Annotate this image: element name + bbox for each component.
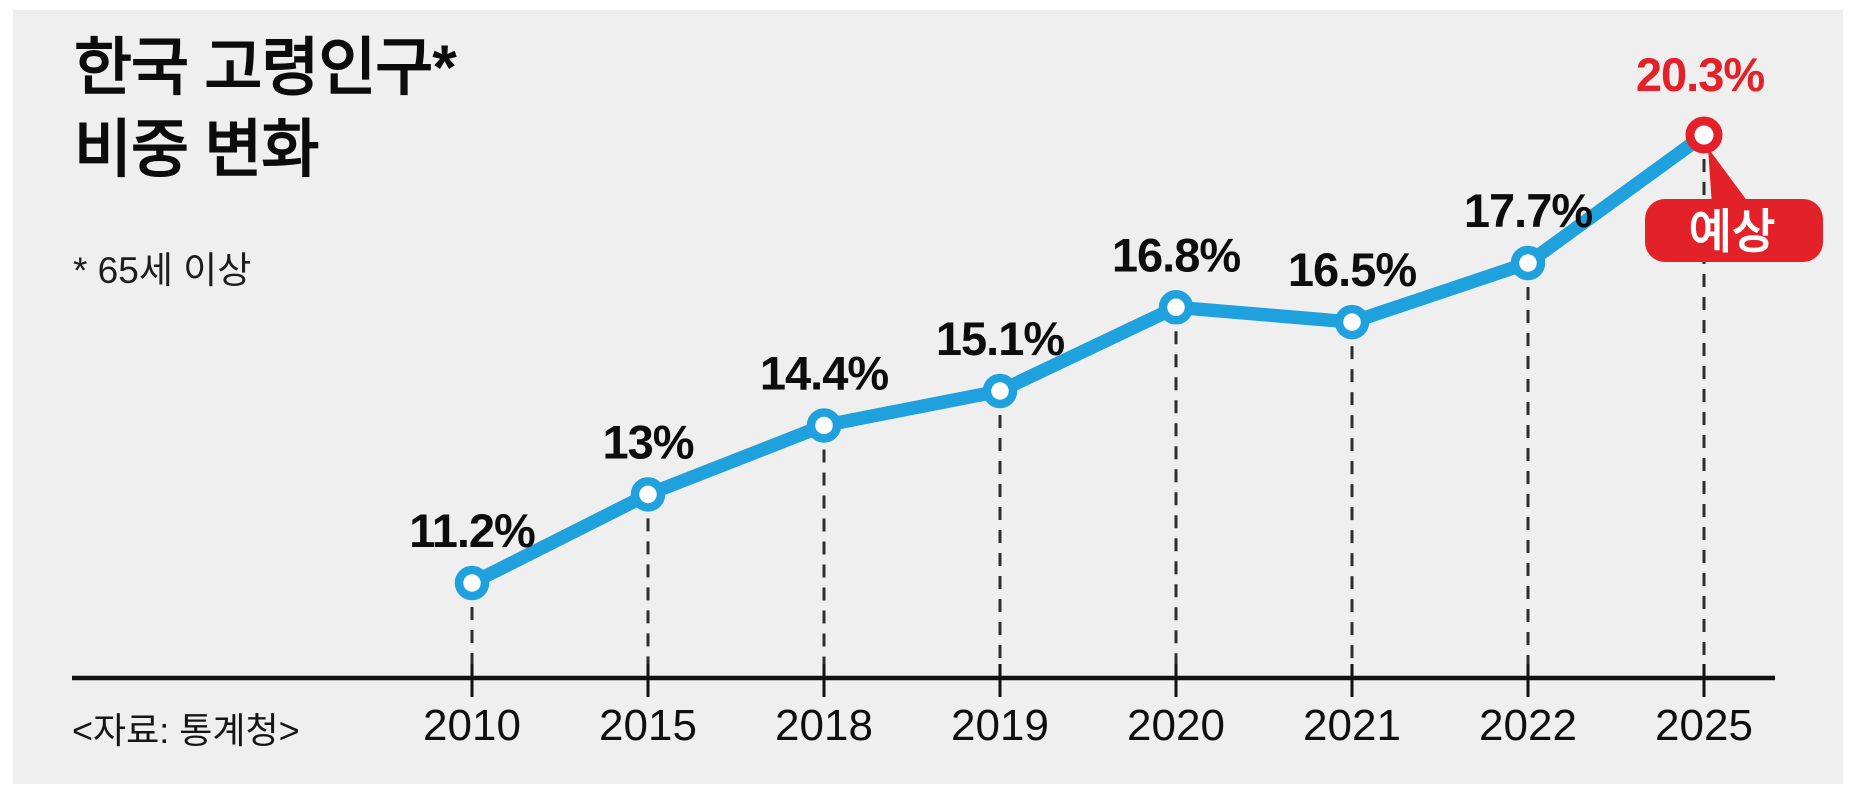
chart-footnote: * 65세 이상 [73, 250, 252, 291]
value-label: 16.8% [1112, 228, 1240, 281]
data-point [806, 408, 842, 443]
value-label: 11.2% [409, 504, 535, 557]
value-label: 14.4% [760, 346, 888, 399]
chart-title-line1: 한국 고령인구* [74, 33, 457, 103]
data-point [1334, 304, 1370, 340]
year-label: 2022 [1479, 701, 1577, 750]
year-label: 2010 [423, 701, 521, 750]
forecast-badge-tail [1708, 148, 1751, 206]
chart-source: <자료: 통계청> [72, 710, 300, 751]
data-point [454, 565, 490, 601]
year-label: 2015 [599, 701, 697, 750]
data-point [1510, 245, 1546, 281]
year-label: 2021 [1303, 701, 1401, 750]
year-label: 2019 [951, 701, 1049, 750]
data-point [982, 373, 1018, 409]
forecast-badge-label: 예상 [1689, 205, 1775, 258]
value-label: 16.5% [1288, 243, 1416, 296]
forecast-value-label: 20.3% [1636, 48, 1764, 101]
chart-panel [13, 10, 1843, 784]
data-point [1158, 290, 1194, 325]
trend-line [465, 128, 1711, 590]
value-label: 13% [602, 415, 693, 468]
data-point [630, 477, 666, 512]
forecast-point [1685, 116, 1723, 154]
value-label: 17.7% [1464, 184, 1592, 237]
year-label: 2018 [775, 701, 873, 750]
year-label: 2020 [1127, 701, 1225, 750]
chart-title: 한국 고령인구* 비중 변화 [74, 28, 457, 192]
forecast-badge [1645, 199, 1823, 262]
year-label: 2025 [1655, 701, 1753, 750]
value-label: 15.1% [936, 312, 1064, 365]
chart-title-line2: 비중 변화 [74, 114, 319, 185]
